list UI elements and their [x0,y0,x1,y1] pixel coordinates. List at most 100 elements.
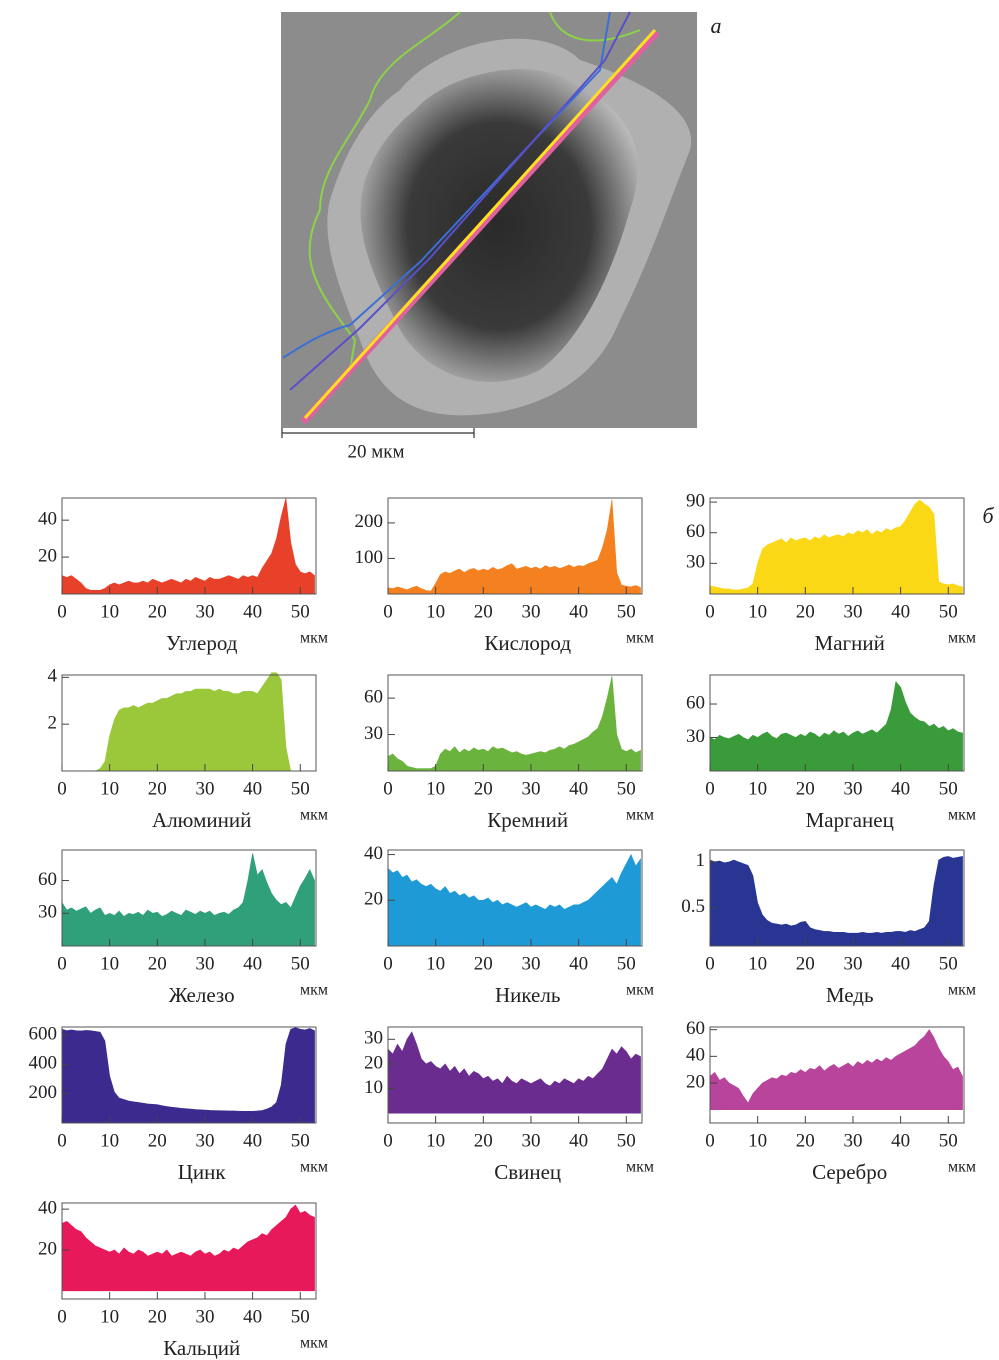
y-tick-label: 600 [29,1023,58,1044]
y-tick-label: 30 [38,902,57,923]
x-tick-label: 40 [243,1306,262,1327]
scale-bar [281,428,475,438]
y-tick-label: 30 [686,552,705,573]
area [387,1031,641,1114]
x-tick-label: 50 [291,1130,310,1151]
x-axis-label: мкм [300,1335,328,1352]
x-tick-label: 40 [243,953,262,974]
y-tick-label: 200 [355,511,384,532]
x-tick-label: 20 [796,601,815,622]
area [387,853,641,947]
x-tick-label: 40 [243,1130,262,1151]
scale-bar-label: 20 мкм [347,441,404,462]
y-tick-label: 40 [364,843,383,864]
x-tick-label: 20 [148,1130,167,1151]
area [61,1027,315,1124]
y-tick-label: 1 [696,850,706,871]
y-tick-label: 2 [48,713,58,734]
x-tick-label: 10 [100,953,119,974]
area [709,499,963,595]
x-tick-label: 10 [100,601,119,622]
x-axis-label: мкм [300,982,328,999]
x-axis-label: мкм [626,807,654,824]
y-tick-label: 30 [364,1028,383,1049]
plot-frame [709,497,965,595]
y-tick-label: 40 [38,509,57,530]
x-tick-label: 20 [796,778,815,799]
y-tick-label: 60 [686,521,705,542]
sem-image [281,11,697,428]
chart-title: Серебро [812,1160,887,1184]
plot-frame [709,849,965,947]
plot-frame [709,1026,965,1124]
plot-frame [709,674,965,772]
x-tick-label: 40 [243,601,262,622]
x-tick-label: 0 [705,601,715,622]
x-axis-label: мкм [626,630,654,647]
plot-frame [387,674,643,772]
area [61,497,315,595]
area [61,853,315,947]
panel-label: а [711,13,722,38]
x-tick-label: 30 [521,778,540,799]
plot-frame [61,497,317,595]
x-tick-label: 50 [939,601,958,622]
x-tick-label: 50 [939,778,958,799]
x-tick-label: 50 [291,601,310,622]
y-tick-label: 30 [686,726,705,747]
chart-title: Никель [495,983,560,1007]
x-tick-label: 50 [939,1130,958,1151]
x-tick-label: 0 [57,778,67,799]
x-tick-label: 10 [100,1130,119,1151]
area [709,681,963,772]
y-tick-label: 40 [38,1197,57,1218]
panel-label: б [982,503,994,528]
x-axis-label: мкм [626,982,654,999]
chart-title: Магний [815,631,885,655]
x-tick-label: 30 [521,1130,540,1151]
area [387,499,641,595]
x-tick-label: 50 [291,953,310,974]
y-tick-label: 30 [364,723,383,744]
x-tick-label: 20 [148,601,167,622]
area [709,1029,963,1110]
x-tick-label: 30 [195,601,214,622]
y-tick-label: 0.5 [681,896,705,917]
x-tick-label: 40 [891,601,910,622]
x-tick-label: 0 [57,1130,67,1151]
plot-frame [387,497,643,595]
y-tick-label: 60 [686,1018,705,1039]
chart-title: Углерод [166,631,238,655]
x-tick-label: 30 [843,778,862,799]
x-tick-label: 0 [383,1130,393,1151]
x-tick-label: 20 [474,778,493,799]
y-tick-label: 60 [38,869,57,890]
x-axis-label: мкм [948,1159,976,1176]
x-tick-label: 10 [748,1130,767,1151]
area [62,672,315,772]
x-tick-label: 40 [243,778,262,799]
x-tick-label: 40 [891,778,910,799]
x-tick-label: 50 [617,601,636,622]
x-tick-label: 30 [195,1130,214,1151]
plot-frame [61,1202,317,1300]
x-tick-label: 0 [705,778,715,799]
y-tick-label: 20 [364,889,383,910]
x-tick-label: 30 [843,953,862,974]
x-tick-label: 20 [148,953,167,974]
chart-title: Медь [826,983,874,1007]
x-tick-label: 10 [100,1306,119,1327]
x-tick-label: 30 [843,1130,862,1151]
x-axis-label: мкм [626,1159,654,1176]
x-tick-label: 20 [796,953,815,974]
chart-title: Железо [169,983,235,1007]
x-tick-label: 0 [383,778,393,799]
x-axis-label: мкм [300,807,328,824]
chart-title: Кальций [163,1336,240,1360]
x-tick-label: 10 [426,601,445,622]
y-tick-label: 60 [364,686,383,707]
x-tick-label: 10 [426,1130,445,1151]
chart-title: Алюминий [152,808,251,832]
x-tick-label: 20 [148,778,167,799]
